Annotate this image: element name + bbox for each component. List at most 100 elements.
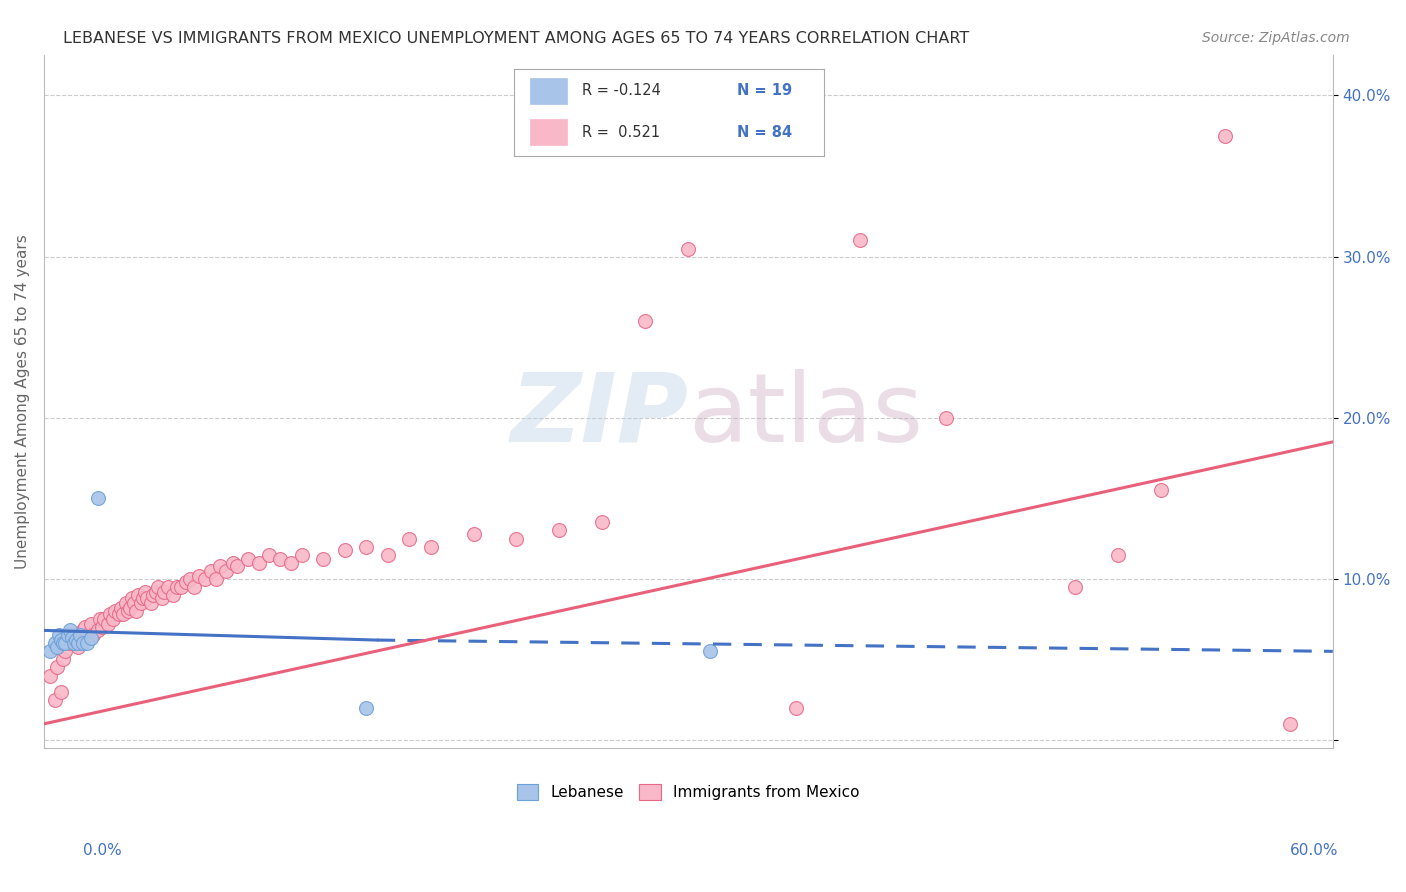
Point: [49, 633, 72, 648]
Point: [101, 612, 124, 626]
Point: [505, 532, 527, 546]
Point: [174, 575, 197, 590]
Point: [45, 640, 67, 654]
Point: [142, 588, 165, 602]
Point: [1278, 717, 1301, 731]
Point: [86, 624, 108, 638]
Point: [146, 580, 169, 594]
Point: [112, 607, 135, 622]
Point: [72, 624, 94, 638]
Point: [354, 540, 377, 554]
Point: [419, 540, 441, 554]
Point: [153, 584, 176, 599]
Point: [129, 596, 152, 610]
Point: [44, 636, 66, 650]
Point: [53, 644, 76, 658]
Point: [1215, 128, 1237, 143]
Point: [117, 604, 139, 618]
Point: [73, 620, 96, 634]
Text: Source: ZipAtlas.com: Source: ZipAtlas.com: [1202, 31, 1350, 45]
Point: [65, 633, 87, 648]
Point: [215, 564, 238, 578]
Point: [591, 516, 613, 530]
Point: [39, 668, 62, 682]
Point: [398, 532, 420, 546]
Point: [200, 564, 222, 578]
Point: [548, 524, 571, 538]
Point: [157, 580, 180, 594]
Point: [65, 633, 87, 648]
Point: [269, 552, 291, 566]
Point: [67, 636, 90, 650]
Point: [60, 628, 83, 642]
Legend: Lebanese, Immigrants from Mexico: Lebanese, Immigrants from Mexico: [510, 778, 866, 806]
Point: [93, 612, 115, 626]
Point: [110, 600, 132, 615]
Point: [145, 584, 167, 599]
Point: [59, 636, 82, 650]
Y-axis label: Unemployment Among Ages 65 to 74 years: Unemployment Among Ages 65 to 74 years: [15, 235, 30, 569]
Point: [849, 234, 872, 248]
Point: [166, 580, 188, 594]
Point: [280, 556, 302, 570]
Point: [150, 591, 173, 606]
Point: [80, 632, 103, 646]
Point: [48, 628, 70, 642]
Point: [59, 624, 82, 638]
Point: [125, 604, 148, 618]
Point: [67, 640, 90, 654]
Point: [634, 314, 657, 328]
Point: [354, 700, 377, 714]
Point: [56, 628, 79, 642]
Point: [122, 596, 145, 610]
Point: [194, 572, 217, 586]
Point: [39, 644, 62, 658]
Point: [136, 591, 159, 606]
Point: [134, 584, 156, 599]
Point: [785, 700, 807, 714]
Point: [114, 596, 136, 610]
Point: [312, 552, 335, 566]
Point: [463, 526, 485, 541]
Point: [69, 628, 91, 642]
Point: [1107, 548, 1129, 562]
Text: 0.0%: 0.0%: [83, 843, 122, 858]
Point: [208, 558, 231, 573]
Point: [76, 628, 98, 642]
Point: [377, 548, 399, 562]
Point: [108, 607, 131, 622]
Point: [60, 632, 83, 646]
Point: [222, 556, 245, 570]
Point: [52, 636, 75, 650]
Point: [72, 636, 94, 650]
Point: [226, 558, 249, 573]
Point: [49, 684, 72, 698]
Point: [90, 620, 112, 634]
Point: [170, 580, 193, 594]
Point: [259, 548, 281, 562]
Point: [127, 588, 149, 602]
Point: [97, 616, 120, 631]
Point: [89, 612, 111, 626]
Point: [63, 636, 86, 650]
Point: [236, 552, 259, 566]
Point: [80, 616, 103, 631]
Point: [179, 572, 201, 586]
Point: [52, 652, 75, 666]
Point: [45, 660, 67, 674]
Point: [247, 556, 270, 570]
Point: [53, 636, 76, 650]
Point: [141, 596, 163, 610]
Point: [118, 600, 141, 615]
Point: [678, 242, 700, 256]
Point: [82, 628, 104, 642]
Point: [699, 644, 721, 658]
Point: [187, 568, 209, 582]
Point: [44, 692, 66, 706]
Text: ZIP: ZIP: [510, 369, 689, 462]
Point: [333, 542, 356, 557]
Point: [121, 591, 143, 606]
Point: [935, 410, 957, 425]
Point: [131, 591, 153, 606]
Text: 60.0%: 60.0%: [1291, 843, 1339, 858]
